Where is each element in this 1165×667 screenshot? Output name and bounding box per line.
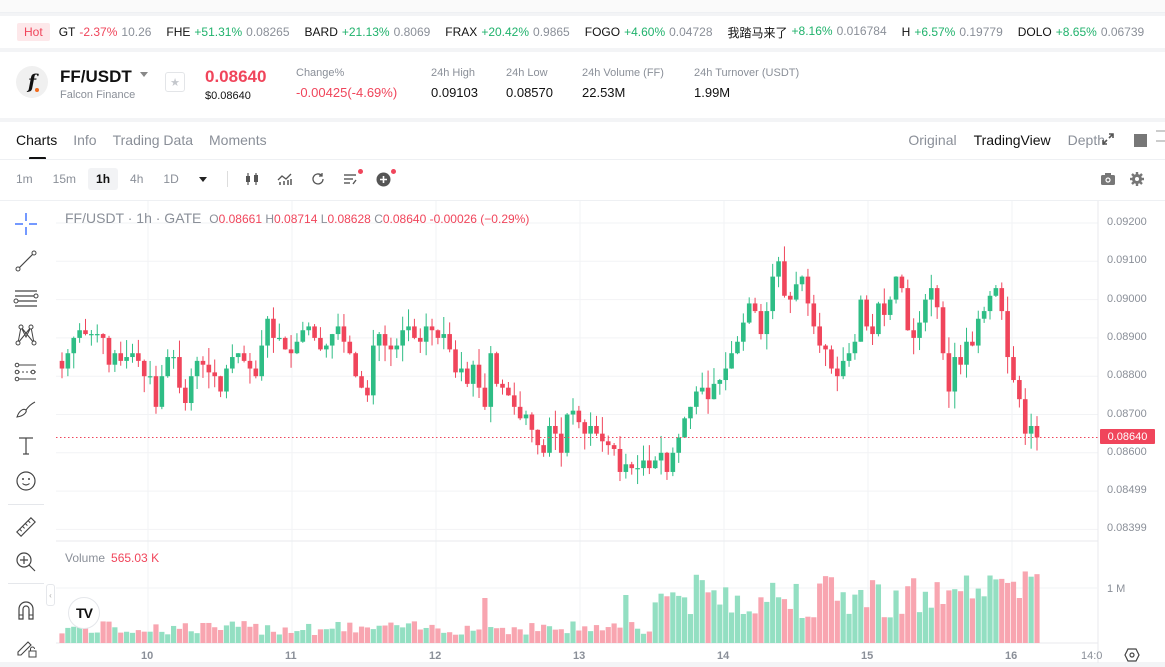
price-axis-label: 0.08499 (1107, 484, 1147, 497)
token-full-name: Falcon Finance (60, 89, 136, 101)
volume-axis-label: 1 M (1107, 583, 1126, 595)
tab-charts[interactable]: Charts (16, 132, 58, 160)
emoji-icon[interactable] (13, 468, 39, 494)
timeframe-4h[interactable]: 4h (130, 172, 144, 186)
chart-legend: FF/USDT · 1h · GATE O0.08661 H0.08714 L0… (65, 210, 529, 226)
ticker-item[interactable]: FOGO +4.60% 0.04728 (584, 25, 713, 39)
chart-toolbar: 1m 15m 1h 4h 1D (8, 168, 407, 190)
market-stat: Change% -0.00425(-4.69%) (296, 67, 398, 100)
time-axis-label: 12 (429, 650, 442, 662)
pattern-tool-icon[interactable] (13, 322, 39, 348)
market-stat: 24h Turnover (USDT) 1.99M (694, 67, 800, 100)
ticker-item[interactable]: H +6.57% 0.19779 (901, 25, 1003, 39)
trend-line-icon[interactable] (13, 248, 39, 274)
pair-selector[interactable]: FF/USDT (60, 67, 132, 86)
hot-ticker-bar: Hot GT -2.37% 10.26 FHE +51.31% 0.08265 BARD +2… (0, 16, 1165, 48)
view-depth[interactable]: Depth (1067, 132, 1105, 148)
ticker-item[interactable]: FRAX +20.42% 0.9865 (445, 25, 570, 39)
axis-settings-icon[interactable] (1124, 648, 1140, 662)
text-tool-icon[interactable] (13, 433, 39, 459)
timeframe-dropdown-icon[interactable] (198, 176, 207, 182)
time-axis-label: 10 (141, 650, 154, 662)
time-axis-label: 14 (717, 650, 730, 662)
layout-square-icon[interactable] (1134, 134, 1147, 147)
ticker-item[interactable]: GT -2.37% 10.26 (58, 25, 152, 39)
lock-drawings-icon[interactable] (13, 633, 39, 659)
tab-moments[interactable]: Moments (209, 132, 267, 148)
ticker-item[interactable]: BARD +21.13% 0.8069 (304, 25, 431, 39)
candle-type-icon[interactable] (242, 169, 262, 189)
market-stat: 24h Volume (FF) 22.53M (582, 67, 664, 100)
falcon-finance-logo: f (16, 66, 48, 98)
price-axis-label: 0.08700 (1107, 407, 1147, 420)
divider (8, 504, 44, 505)
magnet-icon[interactable] (13, 597, 39, 623)
divider (0, 159, 1165, 160)
collapse-sidebar-button[interactable]: ‹ (46, 584, 55, 606)
time-axis-label: 11 (285, 650, 297, 662)
screenshot-camera-icon[interactable] (1100, 172, 1116, 191)
favorite-star-icon[interactable]: ★ (165, 72, 185, 92)
candlestick-plot[interactable] (0, 201, 1165, 663)
tradingview-chart[interactable]: ‹ FF/USDT · 1h · GATE O0.08661 H0.08714 … (0, 200, 1165, 663)
timeframe-15m[interactable]: 15m (52, 172, 77, 186)
ticker-item[interactable]: 我踏马来了 +8.16% 0.016784 (727, 23, 887, 40)
tab-trading-data[interactable]: Trading Data (112, 132, 194, 148)
chart-settings-gear-icon[interactable] (1130, 172, 1144, 191)
drawing-tools-sidebar (0, 201, 52, 663)
market-stat: 24h Low 0.08570 (506, 67, 553, 100)
last-price-usd: $0.08640 (205, 90, 251, 102)
crosshair-icon[interactable] (13, 211, 39, 237)
chart-view-switcher: Original TradingView Depth (908, 132, 1105, 148)
current-price-tag: 0.08640 (1100, 429, 1155, 445)
time-axis-label: 16 (1005, 650, 1018, 662)
zoom-in-icon[interactable] (13, 549, 39, 575)
divider (8, 583, 44, 584)
price-axis-label: 0.08800 (1107, 369, 1147, 382)
divider (226, 171, 228, 187)
ohlc-values: O0.08661 H0.08714 L0.08628 C0.08640 -0.0… (209, 212, 530, 226)
market-stat: 24h High 0.09103 (431, 67, 478, 100)
price-axis-label: 0.09100 (1107, 254, 1147, 267)
hot-badge[interactable]: Hot (17, 23, 50, 41)
price-axis-label: 0.09200 (1107, 216, 1147, 228)
top-strip (0, 0, 1165, 13)
chevron-down-icon[interactable] (140, 72, 148, 77)
time-axis-label: 13 (573, 650, 586, 662)
volume-legend: Volume 565.03 K (65, 551, 160, 565)
fib-retracement-icon[interactable] (13, 359, 39, 385)
templates-icon[interactable] (341, 169, 363, 189)
tab-info[interactable]: Info (73, 132, 97, 148)
timeframe-1h[interactable]: 1h (88, 168, 119, 190)
view-original[interactable]: Original (908, 132, 957, 148)
time-axis-label: 15 (861, 650, 874, 662)
chart-right-tools (1100, 172, 1144, 191)
chart-symbol-title: FF/USDT · 1h · GATE (65, 210, 202, 226)
ticker-item[interactable]: FHE +51.31% 0.08265 (166, 25, 290, 39)
panel-tabs: Charts Info Trading Data Moments (16, 132, 267, 160)
market-header: f FF/USDT Falcon Finance ★ 0.08640 $0.08… (0, 52, 1165, 118)
price-axis-label: 0.08399 (1107, 522, 1147, 535)
tradingview-logo[interactable]: TV (68, 597, 100, 629)
timeframe-1m[interactable]: 1m (16, 172, 33, 186)
price-axis-label: 0.09000 (1107, 292, 1147, 305)
price-axis-label: 0.08600 (1107, 445, 1147, 458)
menu-icon[interactable] (1156, 130, 1165, 142)
brush-icon[interactable] (13, 396, 39, 422)
price-axis-label: 0.08900 (1107, 330, 1147, 343)
refresh-icon[interactable] (308, 169, 328, 189)
view-tradingview[interactable]: TradingView (973, 132, 1051, 148)
indicators-icon[interactable] (275, 169, 295, 189)
ruler-measure-icon[interactable] (13, 514, 39, 540)
fullscreen-expand-icon[interactable] (1101, 132, 1115, 149)
timeframe-1D[interactable]: 1D (163, 172, 179, 186)
chart-panel: Charts Info Trading Data Moments Original Tr… (0, 122, 1165, 663)
ticker-item[interactable]: DOLO +8.65% 0.06739 (1017, 25, 1145, 39)
horizontal-lines-icon[interactable] (13, 285, 39, 311)
add-icon[interactable] (374, 169, 396, 189)
time-axis-label: 14:0 (1081, 650, 1103, 662)
last-price: 0.08640 (205, 67, 267, 86)
